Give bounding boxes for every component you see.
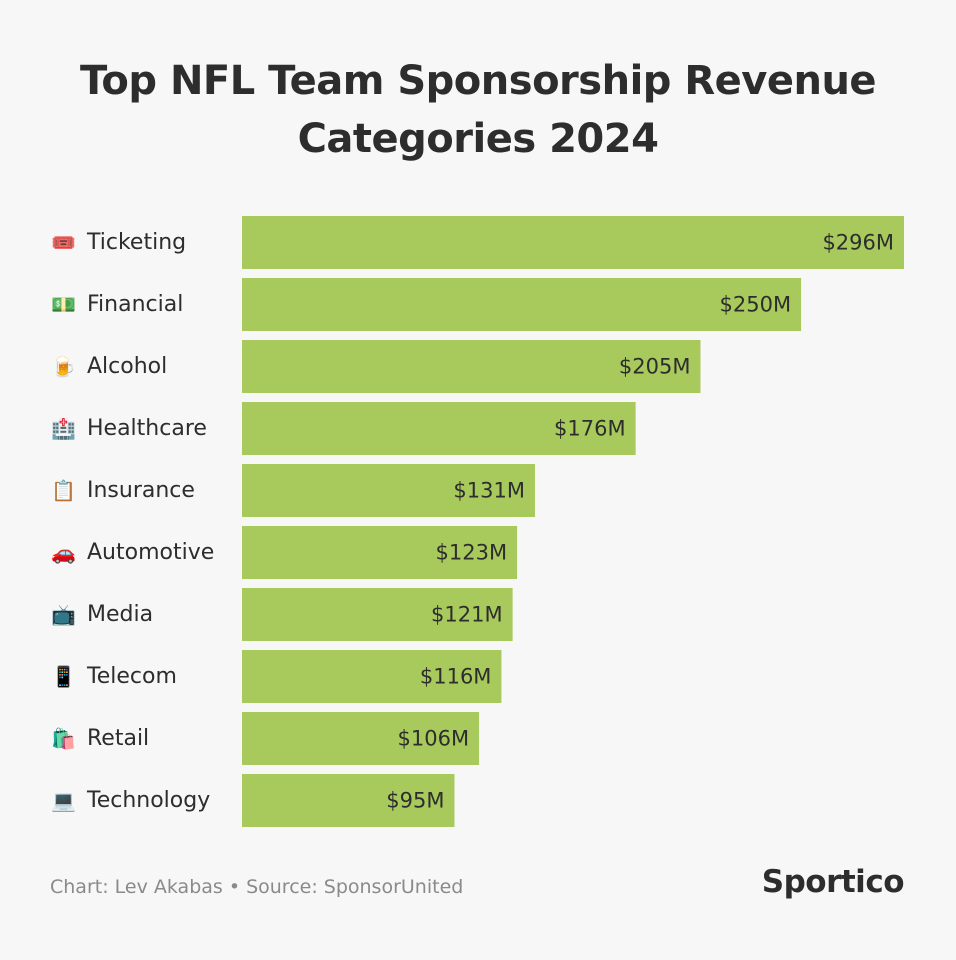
bar-insurance	[242, 464, 535, 517]
bar-automotive	[242, 526, 518, 579]
bar-row-technology: 💻 Technology $95M	[51, 774, 455, 827]
bar-financial	[242, 278, 802, 331]
value-label: $250M	[720, 293, 792, 317]
value-label: $131M	[453, 479, 525, 503]
value-label: $176M	[554, 417, 626, 441]
category-label: Technology	[86, 788, 210, 813]
bar-technology	[242, 774, 455, 827]
bar-alcohol	[242, 340, 701, 393]
category-label: Retail	[87, 726, 149, 751]
automotive-icon: 🚗	[51, 541, 76, 565]
category-label: Insurance	[87, 478, 195, 503]
bar-retail	[242, 712, 480, 765]
retail-icon: 🛍️	[51, 727, 76, 751]
bar-row-automotive: 🚗 Automotive $123M	[51, 526, 518, 579]
bar-row-alcohol: 🍺 Alcohol $205M	[51, 340, 701, 393]
category-label: Media	[87, 602, 153, 627]
category-label: Telecom	[86, 664, 177, 689]
media-icon: 📺	[51, 603, 76, 627]
telecom-icon: 📱	[51, 665, 76, 689]
value-label: $106M	[398, 727, 470, 751]
financial-icon: 💵	[51, 293, 76, 317]
bar-media	[242, 588, 513, 641]
value-label: $121M	[431, 603, 503, 627]
bar-row-telecom: 📱 Telecom $116M	[51, 650, 502, 703]
value-label: $95M	[386, 789, 444, 813]
value-label: $296M	[822, 231, 894, 255]
category-label: Automotive	[87, 540, 214, 565]
category-label: Alcohol	[87, 354, 167, 379]
alcohol-icon: 🍺	[51, 355, 76, 379]
bar-row-ticketing: 🎟️ Ticketing $296M	[51, 216, 904, 269]
sportico-logo: Sportico	[761, 864, 905, 900]
category-label: Financial	[87, 292, 183, 317]
technology-icon: 💻	[51, 789, 76, 813]
bar-healthcare	[242, 402, 636, 455]
chart-title: Top NFL Team Sponsorship Revenue Categor…	[79, 58, 877, 162]
bar-row-insurance: 📋 Insurance $131M	[51, 464, 535, 517]
value-label: $116M	[420, 665, 492, 689]
bar-ticketing	[242, 216, 904, 269]
value-label: $205M	[619, 355, 691, 379]
value-label: $123M	[436, 541, 508, 565]
category-label: Ticketing	[86, 230, 186, 255]
bar-row-healthcare: 🏥 Healthcare $176M	[51, 402, 636, 455]
bar-row-financial: 💵 Financial $250M	[51, 278, 802, 331]
bar-telecom	[242, 650, 502, 703]
bar-row-retail: 🛍️ Retail $106M	[51, 712, 480, 765]
category-label: Healthcare	[87, 416, 207, 441]
chart-credit: Chart: Lev Akabas • Source: SponsorUnite…	[50, 876, 464, 898]
bar-row-media: 📺 Media $121M	[51, 588, 513, 641]
ticketing-icon: 🎟️	[51, 231, 76, 255]
insurance-icon: 📋	[51, 479, 76, 503]
healthcare-icon: 🏥	[51, 417, 76, 441]
